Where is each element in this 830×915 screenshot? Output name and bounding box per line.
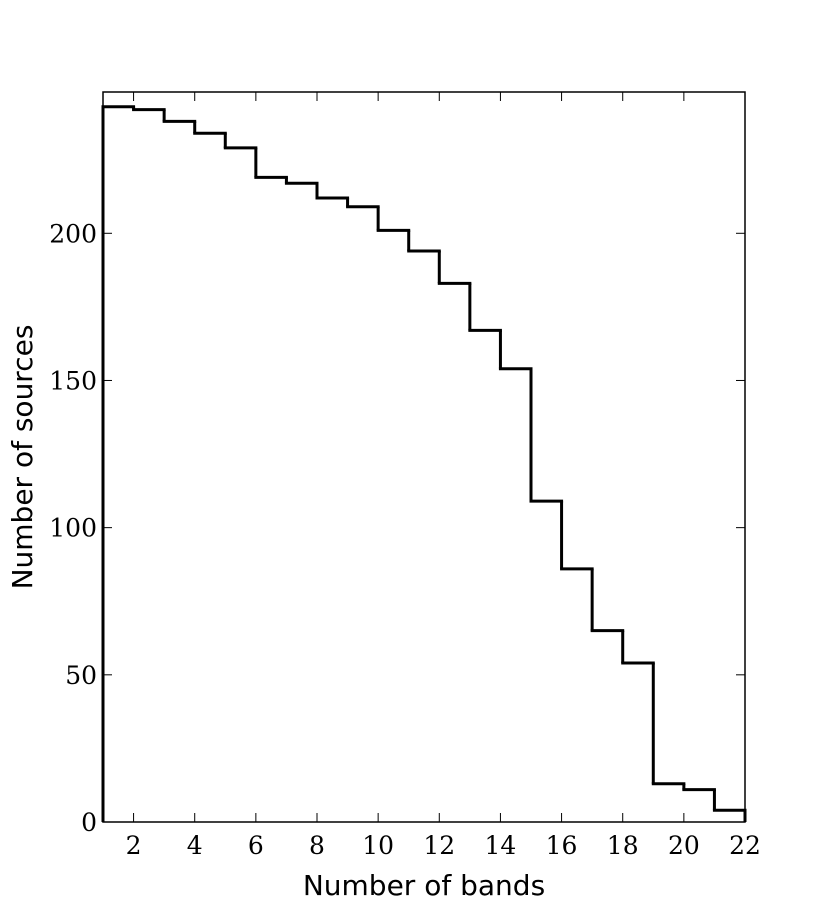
- plot-frame: [102, 91, 746, 823]
- x-tick-label: 12: [423, 831, 455, 860]
- x-tick-label: 10: [362, 831, 394, 860]
- x-tick-label: 18: [607, 831, 639, 860]
- x-tick-label: 14: [485, 831, 517, 860]
- x-tick-label: 6: [248, 831, 264, 860]
- x-tick-label: 2: [126, 831, 142, 860]
- y-tick-label: 100: [49, 514, 97, 543]
- x-tick-label: 16: [546, 831, 578, 860]
- x-axis-label: Number of bands: [303, 869, 545, 902]
- y-tick-label: 150: [49, 366, 97, 395]
- y-tick-label: 0: [81, 808, 97, 837]
- x-tick-label: 22: [729, 831, 761, 860]
- x-tick-label: 20: [668, 831, 700, 860]
- x-tick-label: 8: [309, 831, 325, 860]
- y-tick-label: 50: [65, 661, 97, 690]
- y-axis-label: Number of sources: [6, 325, 39, 590]
- y-tick-label: 200: [49, 219, 97, 248]
- x-tick-label: 4: [187, 831, 203, 860]
